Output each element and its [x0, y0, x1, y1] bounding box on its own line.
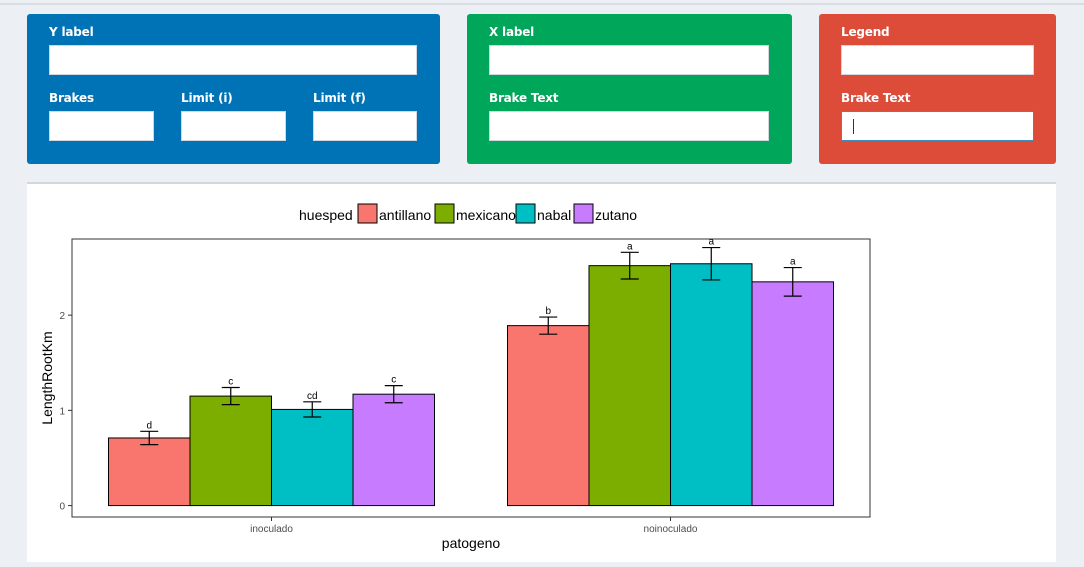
limit-f-caption: Limit (f) — [313, 91, 366, 105]
legend-key-mexicano — [434, 203, 455, 224]
x-label-caption: X label — [489, 25, 535, 39]
legend-brake-text-caption: Brake Text — [841, 91, 911, 105]
group-letter-nabal-inoculado: cd — [307, 391, 318, 402]
x-tick-label-inoculado: inoculado — [250, 524, 293, 535]
legend-label-antillano: antillano — [379, 207, 431, 223]
bar-nabal-noinoculado — [670, 263, 753, 507]
y-tick-label-2: 2 — [59, 311, 65, 322]
y-label-input[interactable] — [49, 45, 417, 75]
group-letter-antillano-noinoculado: b — [545, 306, 551, 317]
x-brake-text-input[interactable] — [489, 111, 769, 141]
legend-label-zutano: zutano — [595, 207, 637, 223]
legend-input[interactable] — [841, 45, 1034, 75]
group-letter-zutano-noinoculado: a — [790, 257, 796, 268]
group-letter-mexicano-noinoculado: a — [627, 241, 633, 252]
legend-key-nabal — [515, 203, 536, 224]
chart-legend: huesped antillano mexicano nabal zutano — [299, 203, 637, 224]
x-axis-panel: X label Brake Text — [467, 14, 792, 164]
legend-panel: Legend Brake Text — [819, 14, 1056, 164]
axes: 0 1 2 inoculado noinoculado — [59, 311, 697, 535]
legend-key-antillano — [357, 203, 378, 224]
x-brake-text-caption: Brake Text — [489, 91, 559, 105]
bar-antillano-inoculado — [108, 437, 191, 507]
bar-antillano-noinoculado — [507, 325, 590, 507]
legend-key-zutano — [573, 203, 594, 224]
limit-i-caption: Limit (i) — [181, 91, 233, 105]
plot-panel — [71, 238, 871, 518]
text-caret — [853, 119, 854, 134]
y-axis-panel: Y label Brakes Limit (i) Limit (f) — [27, 14, 440, 164]
y-tick-label-0: 0 — [59, 502, 65, 513]
legend-brake-text-input[interactable] — [841, 111, 1034, 141]
limit-i-input[interactable] — [181, 111, 286, 141]
bar-zutano-noinoculado — [751, 281, 834, 507]
y-axis-title: LengthRootKm — [39, 331, 55, 424]
x-label-input[interactable] — [489, 45, 769, 75]
legend-label-nabal: nabal — [537, 207, 571, 223]
bar-zutano-inoculado — [352, 393, 435, 507]
y-label-caption: Y label — [49, 25, 94, 39]
group-letter-zutano-inoculado: c — [391, 375, 396, 386]
bar-nabal-inoculado — [271, 408, 354, 507]
group-letter-antillano-inoculado: d — [146, 420, 152, 431]
bar-mexicano-noinoculado — [588, 265, 671, 507]
limit-f-input[interactable] — [313, 111, 417, 141]
legend-label-mexicano: mexicano — [456, 207, 516, 223]
legend-title: huesped — [299, 207, 353, 223]
brakes-input[interactable] — [49, 111, 154, 141]
bar-chart: huesped antillano mexicano nabal zutano d c c… — [39, 203, 871, 551]
y-tick-label-1: 1 — [59, 406, 65, 417]
group-letter-mexicano-inoculado: c — [228, 377, 233, 388]
top-border — [0, 3, 1084, 5]
brakes-caption: Brakes — [49, 91, 94, 105]
bars: d c cd c b a a a — [108, 237, 834, 507]
plot-container: huesped antillano mexicano nabal zutano d c c… — [27, 182, 1056, 562]
legend-caption: Legend — [841, 25, 890, 39]
bar-mexicano-inoculado — [189, 395, 272, 507]
group-letter-nabal-noinoculado: a — [708, 237, 714, 248]
x-axis-title: patogeno — [442, 535, 501, 551]
x-tick-label-noinoculado: noinoculado — [644, 524, 698, 535]
